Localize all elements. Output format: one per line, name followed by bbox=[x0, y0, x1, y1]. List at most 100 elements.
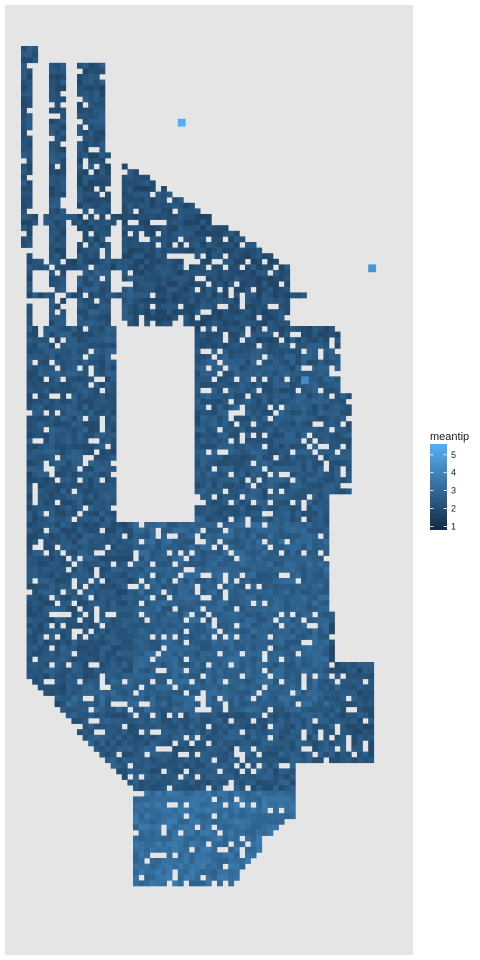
heat-tile bbox=[121, 298, 128, 304]
heat-tile bbox=[149, 841, 156, 848]
heat-tile bbox=[121, 768, 128, 775]
heat-tile bbox=[60, 298, 67, 304]
heat-tile bbox=[217, 566, 223, 573]
heat-tile bbox=[205, 488, 212, 495]
heat-tile bbox=[105, 471, 111, 478]
heat-tile bbox=[155, 673, 162, 680]
heat-tile bbox=[93, 650, 100, 657]
heat-tile bbox=[99, 298, 106, 304]
heat-tile bbox=[189, 662, 195, 668]
heat-tile bbox=[121, 650, 128, 657]
heat-tile bbox=[200, 740, 207, 747]
heat-tile bbox=[26, 482, 33, 489]
heat-tile bbox=[54, 247, 61, 254]
heat-tile bbox=[284, 432, 291, 439]
heat-tile bbox=[345, 443, 352, 450]
heat-tile bbox=[99, 326, 106, 332]
heat-tile bbox=[250, 611, 257, 618]
heat-tile bbox=[200, 471, 207, 478]
heat-tile bbox=[71, 701, 78, 708]
heat-tile bbox=[194, 622, 201, 629]
heat-tile bbox=[93, 264, 100, 271]
heat-tile bbox=[43, 415, 50, 422]
heat-tile bbox=[306, 566, 313, 573]
heat-tile bbox=[37, 561, 44, 568]
heat-tile bbox=[273, 365, 279, 372]
heat-tile bbox=[71, 404, 78, 411]
heat-tile bbox=[82, 538, 89, 545]
heat-tile bbox=[155, 202, 162, 209]
heat-tile bbox=[289, 617, 296, 624]
heat-tile bbox=[317, 611, 324, 618]
heat-tile bbox=[217, 578, 223, 584]
heat-tile bbox=[105, 673, 111, 680]
heat-tile bbox=[284, 813, 291, 820]
heat-tile bbox=[133, 566, 139, 573]
heat-tile bbox=[340, 690, 347, 696]
heat-tile bbox=[32, 477, 39, 484]
heat-tile bbox=[312, 522, 319, 528]
heat-tile bbox=[245, 292, 251, 299]
heat-tile bbox=[228, 482, 235, 489]
heat-tile bbox=[245, 600, 251, 607]
heat-tile bbox=[250, 292, 257, 299]
heat-tile bbox=[317, 740, 324, 747]
heat-tile bbox=[93, 118, 100, 125]
heat-tile bbox=[351, 662, 358, 668]
heat-tile bbox=[211, 874, 218, 881]
heat-tile bbox=[205, 678, 212, 685]
heat-tile bbox=[172, 270, 179, 276]
heat-tile bbox=[317, 544, 324, 551]
heat-tile bbox=[37, 477, 44, 484]
heat-tile bbox=[166, 729, 173, 736]
heat-tile bbox=[273, 734, 279, 741]
heat-tile bbox=[99, 589, 106, 596]
heat-tile bbox=[312, 578, 319, 584]
heat-tile bbox=[233, 303, 240, 310]
heat-tile bbox=[256, 370, 263, 377]
heat-tile bbox=[133, 561, 139, 568]
heat-tile bbox=[105, 729, 111, 736]
heat-tile bbox=[138, 762, 145, 769]
heat-tile bbox=[82, 639, 89, 646]
heat-tile bbox=[43, 477, 50, 484]
heat-tile bbox=[189, 617, 195, 624]
heat-tile bbox=[278, 578, 285, 584]
heat-tile bbox=[267, 320, 274, 327]
heat-tile bbox=[261, 482, 268, 489]
heat-tile bbox=[200, 768, 207, 775]
heat-tile bbox=[267, 370, 274, 377]
heat-tile bbox=[133, 802, 139, 808]
heat-tile bbox=[267, 650, 274, 657]
heat-tile bbox=[205, 225, 212, 232]
heat-tile bbox=[306, 650, 313, 657]
heat-tile bbox=[189, 264, 195, 271]
heat-tile bbox=[43, 639, 50, 646]
heat-tile bbox=[211, 365, 218, 372]
heat-tile bbox=[138, 606, 145, 612]
heat-tile bbox=[189, 790, 195, 797]
heat-tile bbox=[60, 242, 67, 248]
heat-tile bbox=[133, 796, 139, 803]
heat-tile bbox=[273, 818, 279, 825]
heat-tile bbox=[323, 701, 330, 708]
heat-tile bbox=[172, 774, 179, 780]
heat-tile bbox=[256, 426, 263, 433]
heat-tile bbox=[105, 645, 111, 652]
heat-tile bbox=[26, 673, 33, 680]
heat-tile bbox=[172, 230, 179, 237]
heat-tile bbox=[194, 505, 201, 512]
heat-tile bbox=[127, 314, 134, 321]
heat-tile bbox=[144, 219, 151, 226]
heat-tile bbox=[245, 695, 251, 702]
heat-tile bbox=[273, 432, 279, 439]
heat-tile bbox=[267, 813, 274, 820]
heat-tile bbox=[32, 449, 39, 456]
heat-tile bbox=[32, 51, 39, 58]
heat-tile bbox=[127, 180, 134, 187]
heat-tile bbox=[133, 628, 139, 635]
heat-tile bbox=[273, 802, 279, 808]
heat-tile bbox=[88, 712, 95, 719]
heat-tile bbox=[172, 824, 179, 831]
heat-tile bbox=[239, 466, 246, 472]
